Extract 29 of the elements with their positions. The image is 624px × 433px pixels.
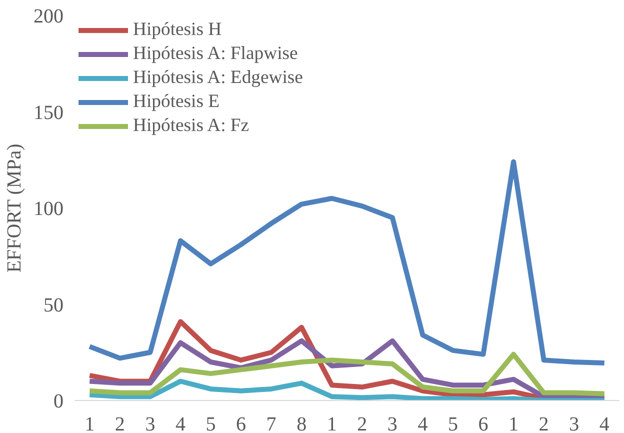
x-tick-label: 1 [84, 414, 95, 433]
legend-label: Hipótesis A: Flapwise [133, 43, 298, 65]
x-tick-label: 1 [326, 414, 337, 433]
legend-label: Hipótesis A: Fz [133, 115, 250, 137]
x-tick-label: 2 [357, 414, 368, 433]
x-tick-label: 6 [236, 414, 246, 433]
x-tick-label: 3 [569, 414, 580, 433]
x-tick-label: 5 [206, 414, 216, 433]
x-tick-label: 2 [538, 414, 549, 433]
y-tick-label: 150 [34, 102, 64, 124]
legend-label: Hipótesis A: Edgewise [133, 67, 303, 89]
legend-label: Hipótesis H [133, 19, 222, 41]
x-tick-label: 3 [387, 414, 398, 433]
x-tick-label: 4 [175, 414, 186, 433]
x-tick-label: 7 [266, 414, 276, 433]
x-tick-label: 3 [145, 414, 156, 433]
y-tick-label: 50 [44, 294, 64, 316]
x-tick-label: 8 [296, 414, 307, 433]
x-tick-label: 1 [508, 414, 519, 433]
x-tick-label: 4 [418, 414, 428, 433]
y-axis-title: EFFORT (MPa) [4, 144, 26, 273]
x-tick-label: 4 [599, 414, 610, 433]
y-tick-label: 100 [34, 198, 64, 220]
x-tick-label: 2 [114, 414, 125, 433]
x-tick-label: 6 [478, 414, 488, 433]
y-tick-label: 200 [34, 6, 64, 28]
y-tick-label: 0 [54, 390, 64, 412]
x-tick-label: 5 [448, 414, 458, 433]
legend-label: Hipótesis E [133, 91, 220, 113]
